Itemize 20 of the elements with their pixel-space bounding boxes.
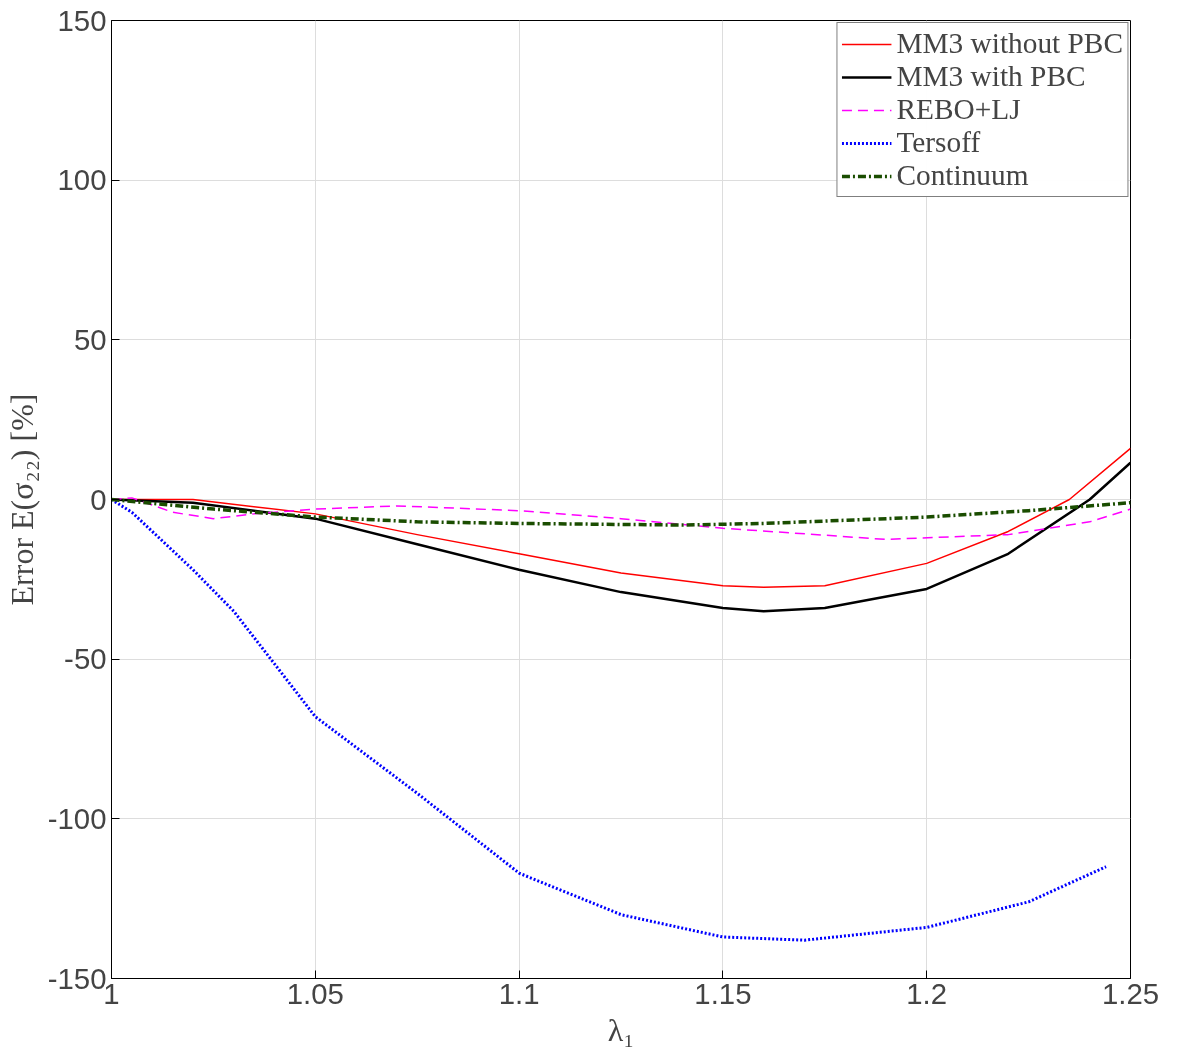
x-axis-title: λ₁ — [607, 1011, 635, 1048]
y-tick-label: 150 — [57, 3, 107, 37]
line-series — [111, 498, 1108, 942]
y-tick-label: -50 — [64, 642, 107, 676]
x-tick-label: 1.15 — [694, 976, 752, 1010]
x-tick-label: 1.05 — [286, 976, 344, 1010]
y-axis-title: Error E(σ₂₂) [%] — [3, 393, 40, 606]
legend-label: Continuum — [896, 159, 1029, 192]
y-tick-label: 0 — [90, 482, 107, 516]
x-tick-label: 1.2 — [906, 976, 948, 1010]
y-tick-label: -100 — [47, 801, 107, 835]
line-series — [111, 497, 1131, 527]
legend-label: REBO+LJ — [896, 93, 1021, 126]
y-tick-label: 100 — [57, 163, 107, 197]
x-tick-label: 1.1 — [498, 976, 540, 1010]
legend-label: Tersoff — [896, 126, 981, 159]
x-tick-label: 1.25 — [1101, 976, 1160, 1010]
legend-label: MM3 without PBC — [896, 27, 1123, 60]
y-tick-label: 50 — [73, 322, 107, 356]
legend-label: MM3 with PBC — [896, 60, 1086, 93]
